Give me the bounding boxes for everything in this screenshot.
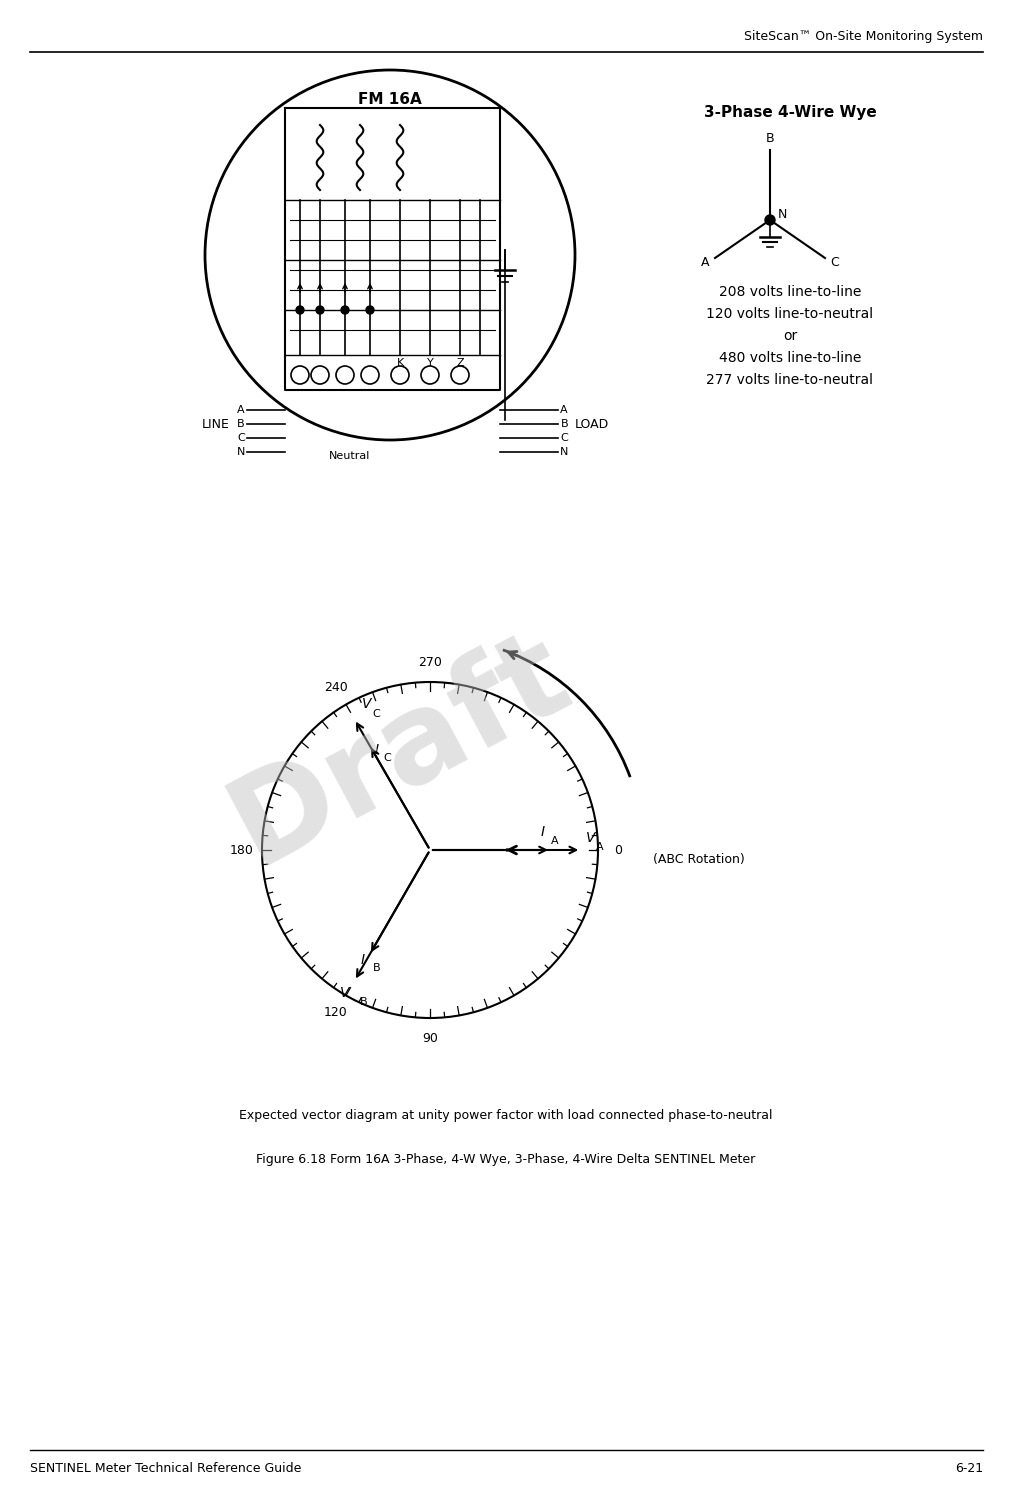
Text: A: A [551,836,558,846]
Text: A: A [701,255,709,268]
Text: Y: Y [426,358,434,368]
Text: N: N [778,209,787,222]
Text: V: V [363,697,372,711]
Text: LINE: LINE [203,417,230,431]
Text: B: B [560,419,568,429]
Text: 480 volts line-to-line: 480 volts line-to-line [719,352,861,365]
Text: SENTINEL Meter Technical Reference Guide: SENTINEL Meter Technical Reference Guide [30,1462,302,1475]
Text: N: N [559,447,568,457]
Circle shape [341,305,349,314]
Text: B: B [360,997,367,1007]
Text: or: or [783,329,797,343]
Text: I: I [541,825,545,839]
Text: LOAD: LOAD [575,417,609,431]
Text: C: C [373,709,380,720]
Text: A: A [560,405,568,416]
Text: 270: 270 [418,656,442,669]
Text: I: I [375,744,379,757]
Text: C: C [560,434,568,443]
Text: 240: 240 [324,681,347,694]
Text: Figure 6.18 Form 16A 3-Phase, 4-W Wye, 3-Phase, 4-Wire Delta SENTINEL Meter: Figure 6.18 Form 16A 3-Phase, 4-W Wye, 3… [256,1153,756,1167]
Text: K: K [396,358,403,368]
Text: 120 volts line-to-neutral: 120 volts line-to-neutral [706,307,873,320]
Text: 90: 90 [422,1031,438,1044]
Text: A: A [597,842,604,852]
Text: SiteScan™ On-Site Monitoring System: SiteScan™ On-Site Monitoring System [744,30,983,43]
Text: I: I [361,952,365,967]
Text: V: V [340,986,349,1000]
Text: C: C [237,434,245,443]
Text: FM 16A: FM 16A [359,92,421,107]
Circle shape [296,305,304,314]
Text: 180: 180 [230,843,254,857]
Text: (ABC Rotation): (ABC Rotation) [653,854,745,867]
Text: B: B [373,963,380,973]
Circle shape [366,305,374,314]
Text: C: C [384,754,391,763]
Text: Draft: Draft [211,611,589,890]
Circle shape [765,215,775,225]
Circle shape [316,305,324,314]
Text: 0: 0 [614,843,622,857]
Text: Neutral: Neutral [329,451,371,460]
Text: B: B [766,131,774,145]
Text: Expected vector diagram at unity power factor with load connected phase-to-neutr: Expected vector diagram at unity power f… [239,1109,773,1122]
Text: A: A [237,405,244,416]
Text: C: C [831,255,840,268]
Text: 208 volts line-to-line: 208 volts line-to-line [719,285,861,299]
Text: N: N [237,447,245,457]
Text: V: V [587,831,596,845]
Text: 3-Phase 4-Wire Wye: 3-Phase 4-Wire Wye [704,104,876,121]
Text: 277 volts line-to-neutral: 277 volts line-to-neutral [706,372,873,387]
Text: 120: 120 [324,1006,347,1019]
Text: Z: Z [456,358,464,368]
Text: B: B [237,419,244,429]
Text: 6-21: 6-21 [955,1462,983,1475]
